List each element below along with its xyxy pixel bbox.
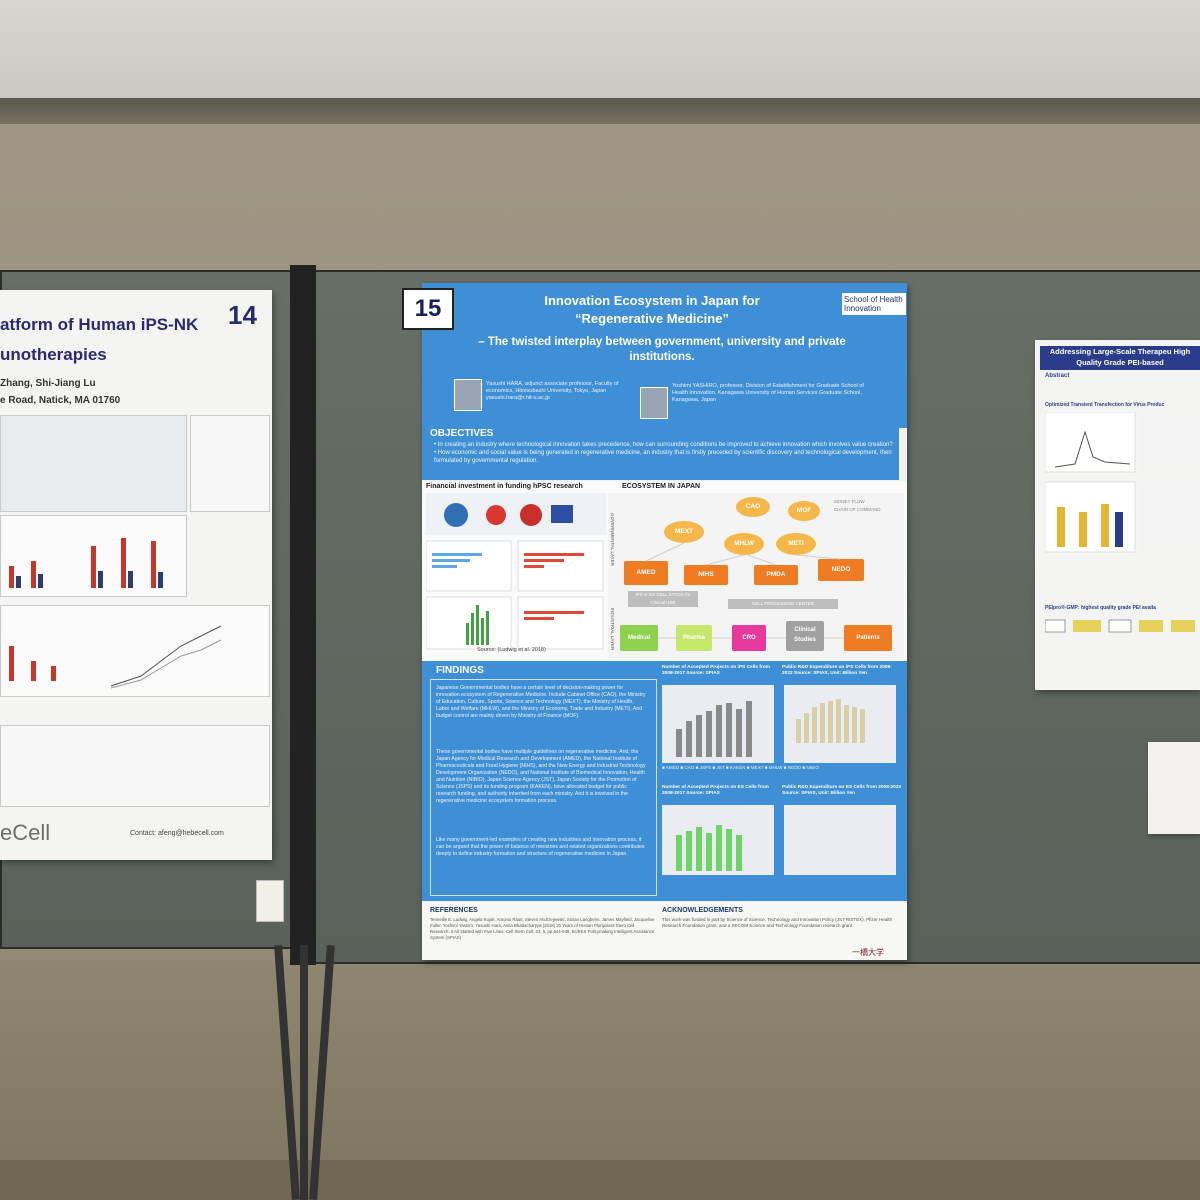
author1-info: Yasushi HARA, adjunct associate professo… (486, 381, 619, 401)
node-mof: MOF (788, 501, 820, 521)
ind-layer-label: INDUSTRIAL LAYER (610, 608, 615, 651)
legend-chain: CHAIN OF COMMAND (834, 507, 881, 512)
right-poster-figures (1045, 412, 1195, 553)
flow-pharma: Pharma (676, 625, 712, 651)
cell-center-box: CELL PROCESSING CENTER (728, 599, 838, 609)
poster-main: Innovation Ecosystem in Japan for “Regen… (402, 283, 907, 960)
chart3-title: Number of Accepted Projects on ES Cells … (662, 785, 769, 796)
easel-leg (300, 945, 308, 1200)
middle-section: Financial investment in funding hPSC res… (422, 481, 907, 661)
objectives-title: OBJECTIVES (430, 428, 494, 439)
school-logo: School of Health Innovation (842, 293, 906, 315)
university-logo: 一橋大学 (852, 948, 884, 957)
left-poster-figure (0, 415, 187, 512)
findings-title: FINDINGS (436, 665, 484, 676)
hanging-tag (256, 880, 284, 922)
poster-title-line1: Innovation Ecosystem in Japan for (544, 293, 760, 308)
legend-money: MONEY FLOW (834, 499, 865, 504)
acknowledgements-title: ACKNOWLEDGEMENTS (662, 907, 743, 914)
poster-title-line2: “Regenerative Medicine” (575, 311, 729, 326)
right-poster-abstract: Abstract (1045, 373, 1070, 379)
source-note: Source: (Ludwig et al. 2018) (477, 647, 546, 653)
poster-left: atform of Human iPS-NK unotherapies 14 Z… (0, 290, 272, 860)
poster-header: Innovation Ecosystem in Japan for “Regen… (422, 283, 907, 428)
gov-layer-label: GOVERNMENTAL LAYER (610, 513, 615, 566)
flow-medical: Medical (620, 625, 658, 651)
ecosystem-title: ECOSYSTEM IN JAPAN (622, 483, 701, 490)
node-cao: CAO (736, 497, 770, 517)
author2-photo (640, 387, 668, 419)
left-poster-bar-chart (0, 515, 187, 597)
ecosystem-diagram: GOVERNMENTAL LAYER INDUSTRIAL LAYER CAO … (608, 493, 904, 659)
left-poster-caption (190, 415, 270, 512)
line-chart-graphic (9, 625, 222, 689)
right-poster-section1: Optimized Transient Transfection for Vir… (1045, 402, 1165, 408)
left-poster-address: e Road, Natick, MA 01760 (0, 395, 121, 406)
flow-clinical: Clinical Studies (786, 621, 824, 651)
author1-photo (454, 379, 482, 411)
references-title: REFERENCES (430, 907, 478, 914)
chart-legend: ■ AMED ■ CAO ■ JSPS ■ JST ■ KAKEN ■ MEXT… (662, 765, 819, 770)
left-poster-histograms (0, 725, 270, 807)
ceiling-beam (0, 98, 1200, 124)
findings-paragraph-3: Like many government-led examples of cre… (436, 837, 645, 857)
left-poster-title: atform of Human iPS-NK unotherapies (0, 315, 199, 364)
objectives-section: OBJECTIVES • In creating an industry whe… (422, 428, 899, 480)
board-frame (290, 265, 316, 965)
ceiling (0, 0, 1200, 100)
references-section: REFERENCES ACKNOWLEDGEMENTS Tenneille E.… (422, 903, 907, 960)
name-card (1148, 742, 1200, 834)
financial-charts (426, 493, 606, 650)
flow-cro: CRO (732, 625, 766, 651)
es-charts (662, 805, 896, 875)
references-text: Tenneille E. Ludwig, Angela Kujak, Anton… (430, 917, 655, 940)
financial-title: Financial investment in funding hPSC res… (426, 483, 583, 490)
chart2-title: Public R&D Expenditure on iPS Cells from… (782, 665, 892, 676)
poster-right: Addressing Large-Scale Therapeu High Qua… (1035, 340, 1200, 690)
chart4-title: Public R&D Expenditure on ES Cells from … (782, 785, 902, 796)
chart1-title: Number of Accepted Projects on iPS Cells… (662, 665, 771, 676)
hebecell-logo: eCell (0, 820, 51, 845)
left-poster-number: 14 (228, 300, 257, 330)
right-poster-section2: PElpro®-GMP: highest quality grade PEI a… (1045, 605, 1156, 611)
box-nihs: NIHS (684, 565, 728, 585)
ecosystem-arrows (645, 542, 844, 639)
cell-stock-box: iPS or ES CELL STOCK for Clinical USE (628, 591, 698, 607)
box-pmda: PMDA (754, 565, 798, 585)
node-mext: MEXT (664, 521, 704, 543)
findings-box (430, 679, 657, 896)
findings-section: FINDINGS Japanese Governmental bodies ha… (422, 661, 907, 901)
bar-chart-graphic (9, 538, 163, 588)
author2-info: Yoshimi YASHIRO, professor, Division of … (672, 383, 864, 403)
flow-patients: Patients (844, 625, 892, 651)
box-amed: AMED (624, 561, 668, 585)
node-mhlw: MHLW (724, 533, 764, 555)
left-poster-authors: Zhang, Shi-Jiang Lu (0, 378, 96, 389)
poster-subtitle: – The twisted interplay between governme… (478, 336, 846, 363)
findings-paragraph-1: Japanese Governmental bodies have a cert… (436, 685, 646, 719)
lower-rail (0, 1160, 1200, 1200)
left-poster-contact: Contact: afeng@hebecell.com (130, 830, 224, 837)
node-meti: METI (776, 533, 816, 555)
objectives-text: • In creating an industry where technolo… (434, 442, 893, 464)
poster-number: 15 (402, 288, 454, 330)
acknowledgements-text: This work was funded in part by Science … (662, 917, 892, 928)
ips-charts (662, 685, 896, 763)
right-poster-title: Addressing Large-Scale Therapeu High Qua… (1040, 346, 1200, 370)
left-poster-line-chart (0, 605, 270, 697)
right-poster-flow (1045, 619, 1195, 633)
findings-paragraph-2: These governmental bodies have multiple … (436, 749, 646, 804)
box-nedo: NEDO (818, 559, 864, 581)
